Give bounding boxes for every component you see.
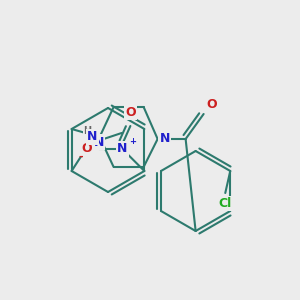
Text: N: N [160,133,170,146]
Text: N: N [94,136,104,148]
Text: O: O [125,106,136,119]
Text: O: O [207,98,217,111]
Text: H: H [84,126,92,136]
Text: N: N [87,130,98,143]
Text: Cl: Cl [219,197,232,210]
Text: -: - [78,152,83,162]
Text: O: O [82,142,92,155]
Text: +: + [129,137,137,146]
Text: N: N [117,142,128,155]
